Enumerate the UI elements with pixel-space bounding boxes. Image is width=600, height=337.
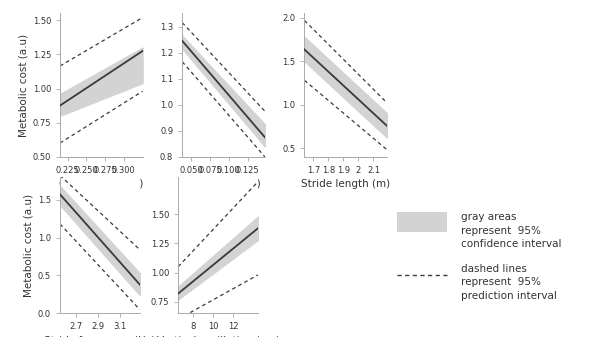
X-axis label: Vertical oscillation (cm): Vertical oscillation (cm) [157,336,280,337]
X-axis label: Stride frequency (Hz): Stride frequency (Hz) [44,336,155,337]
X-axis label: Stride length (m): Stride length (m) [301,179,390,189]
X-axis label: Aerial time (s): Aerial time (s) [187,179,260,189]
Y-axis label: Metabolic cost (a.u): Metabolic cost (a.u) [23,193,34,297]
Y-axis label: Metabolic cost (a.u): Metabolic cost (a.u) [19,33,28,137]
Text: dashed lines
represent  95%
prediction interval: dashed lines represent 95% prediction in… [461,264,557,301]
Text: gray areas
represent  95%
confidence interval: gray areas represent 95% confidence inte… [461,212,562,249]
FancyBboxPatch shape [397,212,448,232]
X-axis label: Contact time (s): Contact time (s) [59,179,143,189]
